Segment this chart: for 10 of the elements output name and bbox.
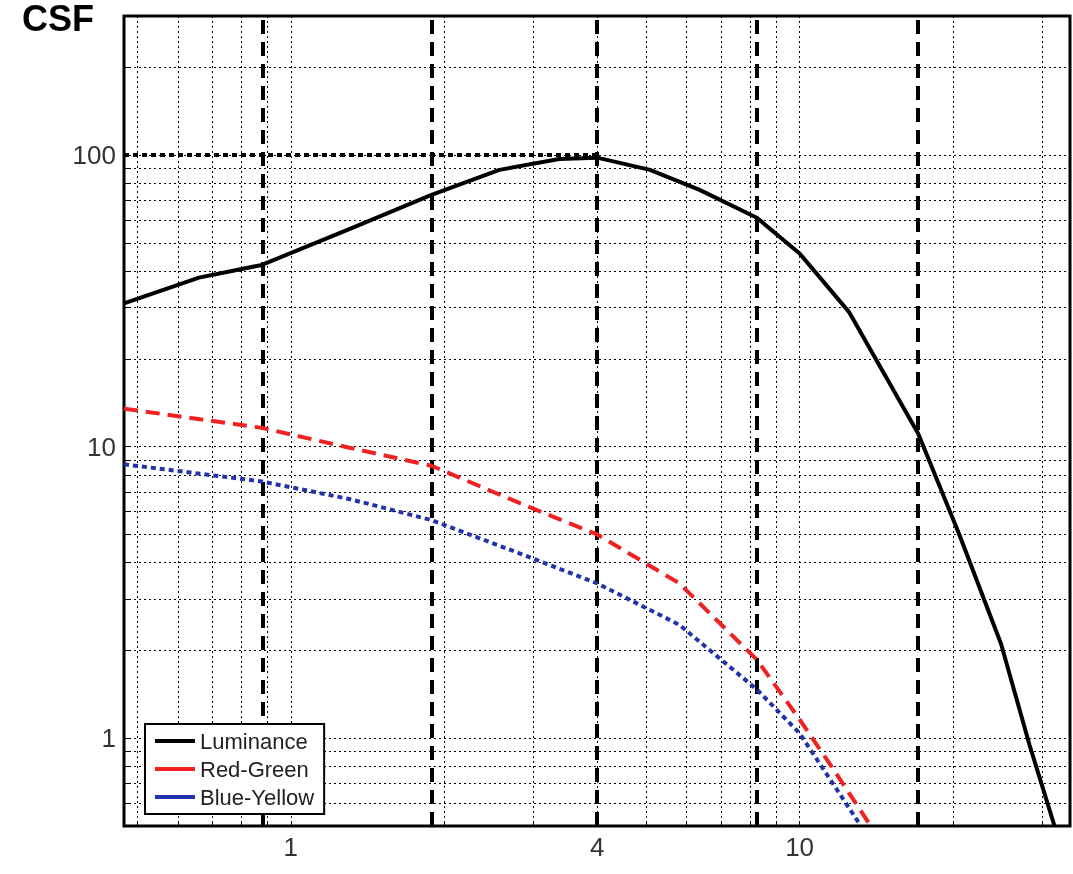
y-tick-label: 100 [72,140,116,171]
legend-label: Blue-Yellow [200,784,315,810]
legend-label: Red-Green [200,756,309,782]
legend-label: Luminance [200,728,308,754]
x-tick-label: 4 [589,832,605,862]
x-tick-label: 1 [283,832,299,862]
y-tick-label: 10 [87,431,116,462]
y-tick-label: 1 [101,723,116,754]
x-tick-label: 10 [785,832,815,862]
y-axis-title: CSF [22,0,94,39]
